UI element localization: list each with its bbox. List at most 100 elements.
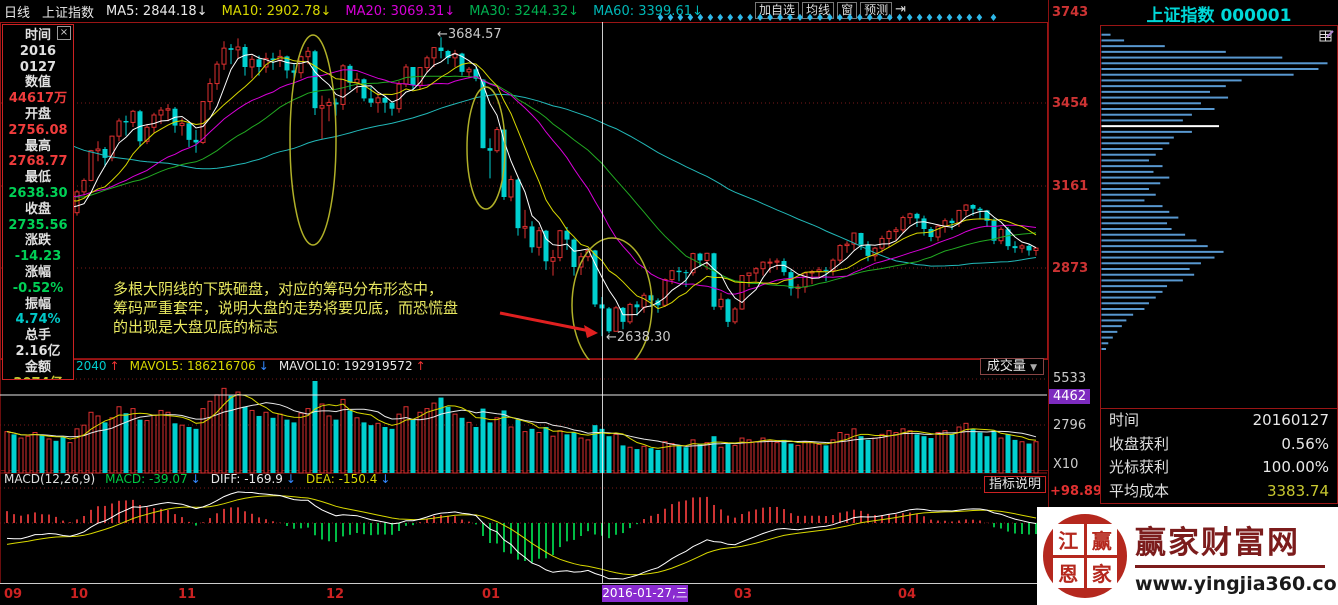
topbar-button-窗[interactable]: 窗 xyxy=(837,2,858,19)
chip-panel-title: 上证指数 000001 xyxy=(1146,6,1292,26)
month-label-04: 04 xyxy=(898,587,917,602)
quote-info-rows: 时间 2016 0127 数值 44617万 开盘 2756.08 最高 2768.77 最低 26… xyxy=(3,25,73,379)
volume-axis-label: X10 xyxy=(1053,457,1079,472)
collapse-arrow-icon[interactable]: ⇥ xyxy=(895,2,906,17)
close-icon[interactable]: × xyxy=(57,26,71,40)
macd-chart[interactable] xyxy=(0,486,1048,583)
ma-legend: MA5: 2844.18↓ MA10: 2902.78↓ MA20: 3069.31… xyxy=(106,4,703,19)
quote-info-panel: × 时间 2016 0127 数值 44617万 开盘 2756.08 最高 2768.77 最低… xyxy=(2,24,74,380)
info-row: 涨幅 xyxy=(24,264,51,280)
info-row: 金额 xyxy=(24,359,51,375)
price-label: 3454 xyxy=(1052,96,1089,111)
price-label: 2873 xyxy=(1052,261,1089,276)
high-price-marker: ←3684.57 xyxy=(437,27,502,42)
chip-distribution-chart xyxy=(1101,33,1328,350)
chip-stats-row: 平均成本 3383.74 xyxy=(1101,480,1337,504)
seal-char: 赢 xyxy=(1086,524,1117,555)
info-row: 0127 xyxy=(19,59,57,75)
info-row: 开盘 xyxy=(24,106,51,122)
month-label-01: 01 xyxy=(482,587,501,602)
ma-label: MA20: 3069.31↓ xyxy=(345,3,456,19)
info-row: 4.74% xyxy=(15,312,61,328)
note-line: 筹码严重套牢，说明大盘的走势将要见底，而恐慌盘 xyxy=(113,299,459,317)
logo-url[interactable]: www.yingjia360.com xyxy=(1135,573,1338,595)
price-label: 3161 xyxy=(1052,179,1089,194)
header-value: MAVOL10: 192919572 xyxy=(278,359,413,373)
header-value: ↑ xyxy=(415,359,426,373)
indicator-help-button[interactable]: 指标说明 xyxy=(984,476,1047,493)
price-axis-border xyxy=(1048,0,1049,583)
info-row: 2638.30 xyxy=(8,185,68,201)
month-label-09: 09 xyxy=(4,587,23,602)
info-row: 最高 xyxy=(24,138,51,154)
info-row: 2.16亿 xyxy=(15,343,61,359)
period-label[interactable]: 日线 xyxy=(4,5,31,21)
ma-label: MA10: 2902.78↓ xyxy=(221,3,332,19)
top-bar-buttons: 加自选 均线窗预测 ⇥ xyxy=(755,2,906,19)
chip-settings-icon[interactable] xyxy=(1319,29,1334,44)
stat-label: 平均成本 xyxy=(1109,481,1170,500)
candlestick-chart[interactable] xyxy=(0,22,1048,360)
header-value: ↓ xyxy=(190,472,201,486)
x-axis-separator xyxy=(0,583,1100,584)
volume-chart[interactable] xyxy=(0,372,1048,474)
volume-pane-header: 2040 ↑ MAVOL5: 186216706 ↓ MAVOL10: 19291957… xyxy=(76,359,426,373)
topbar-button-均线[interactable]: 均线 xyxy=(802,2,835,19)
header-value: DEA: -150.4 xyxy=(305,472,378,486)
topbar-button-预测[interactable]: 预测 xyxy=(860,2,893,19)
cursor-date-badge: 2016-01-27,三 xyxy=(602,585,688,602)
site-logo[interactable]: 江 赢 恩 家 赢家财富网 www.yingjia360.com xyxy=(1037,507,1338,605)
info-row: 2756.08 xyxy=(8,122,68,138)
symbol-label[interactable]: 上证指数 xyxy=(42,5,95,21)
info-row: 2074亿 xyxy=(3,376,73,379)
indicator-selector-label: 成交量 xyxy=(986,359,1026,374)
chip-distribution-panel[interactable] xyxy=(1100,25,1338,410)
top-bar: 日线 上证指数 MA5: 2844.18↓ MA10: 2902.78↓ MA20:… xyxy=(0,0,1104,22)
topbar-button-加自选[interactable]: 加自选 xyxy=(755,2,800,19)
stat-value: 100.00% xyxy=(1262,458,1329,476)
info-row: 2735.56 xyxy=(8,217,68,233)
ma-label: MA5: 2844.18↓ xyxy=(106,3,208,19)
diamond-strip-icon: ♦♦♦♦♦♦♦♦♦♦♦♦♦♦♦♦♦♦♦♦♦♦♦♦♦♦♦♦♦♦♦♦♦ ♦ xyxy=(656,13,999,24)
chip-stats-row: 光标获利 100.00% xyxy=(1101,456,1337,480)
main-chart-bottom-border xyxy=(0,358,1048,359)
info-row: -0.52% xyxy=(12,280,64,296)
macd-pane-header: MACD(12,26,9) MACD: -39.07 ↓ DIFF: -169.9 ↓ D… xyxy=(4,472,390,486)
header-value: ↓ xyxy=(285,472,296,486)
info-row: 数值 xyxy=(24,75,51,91)
ma-label: MA60: 3399.61↓ xyxy=(593,3,703,19)
stat-label: 收盘获利 xyxy=(1109,434,1170,453)
logo-text-block: 赢家财富网 www.yingjia360.com xyxy=(1135,517,1338,595)
chip-stats-row: 收盘获利 0.56% xyxy=(1101,433,1337,457)
low-price-marker: ←2638.30 xyxy=(606,330,671,345)
header-value: MAVOL5: 186216706 xyxy=(129,359,256,373)
logo-seal: 江 赢 恩 家 xyxy=(1043,514,1127,598)
info-row: 2768.77 xyxy=(8,154,68,170)
chevron-down-icon: ▼ xyxy=(1030,363,1037,373)
header-value: ↓ xyxy=(258,359,269,373)
logo-name: 赢家财富网 xyxy=(1135,525,1300,561)
macd-max-label: +98.89 xyxy=(1050,484,1103,499)
seal-char: 江 xyxy=(1053,524,1084,555)
header-value: 2040 xyxy=(76,359,107,373)
header-value: MACD(12,26,9) xyxy=(4,472,96,486)
stat-label: 时间 xyxy=(1109,411,1140,429)
stat-value: 0.56% xyxy=(1281,434,1329,453)
volume-axis-label: 5533 xyxy=(1053,371,1087,386)
info-row: 44617万 xyxy=(8,91,68,107)
month-label-11: 11 xyxy=(178,587,197,602)
crosshair-vertical-line xyxy=(602,22,603,583)
indicator-selector[interactable]: 成交量 ▼ xyxy=(979,358,1044,375)
stat-value: 3383.74 xyxy=(1266,481,1329,500)
header-value: ↑ xyxy=(109,359,120,373)
seal-char: 家 xyxy=(1086,557,1117,588)
info-row: 时间 xyxy=(24,28,51,43)
info-row: 2016 xyxy=(19,43,57,59)
info-row: 收盘 xyxy=(24,201,51,217)
ma-label: MA30: 3244.32↓ xyxy=(469,3,580,19)
volume-axis-label: 4462 xyxy=(1049,389,1091,404)
chip-stats-table: 时间 20160127 收盘获利 0.56% 光标获利 100.00% 平均成本 3383.7… xyxy=(1100,408,1338,504)
analysis-note: 多根大阴线的下跌砸盘，对应的筹码分布形态中， 筹码严重套牢，说明大盘的走势将要见… xyxy=(113,280,458,337)
info-row: 总手 xyxy=(24,328,51,344)
month-label-12: 12 xyxy=(326,587,345,602)
